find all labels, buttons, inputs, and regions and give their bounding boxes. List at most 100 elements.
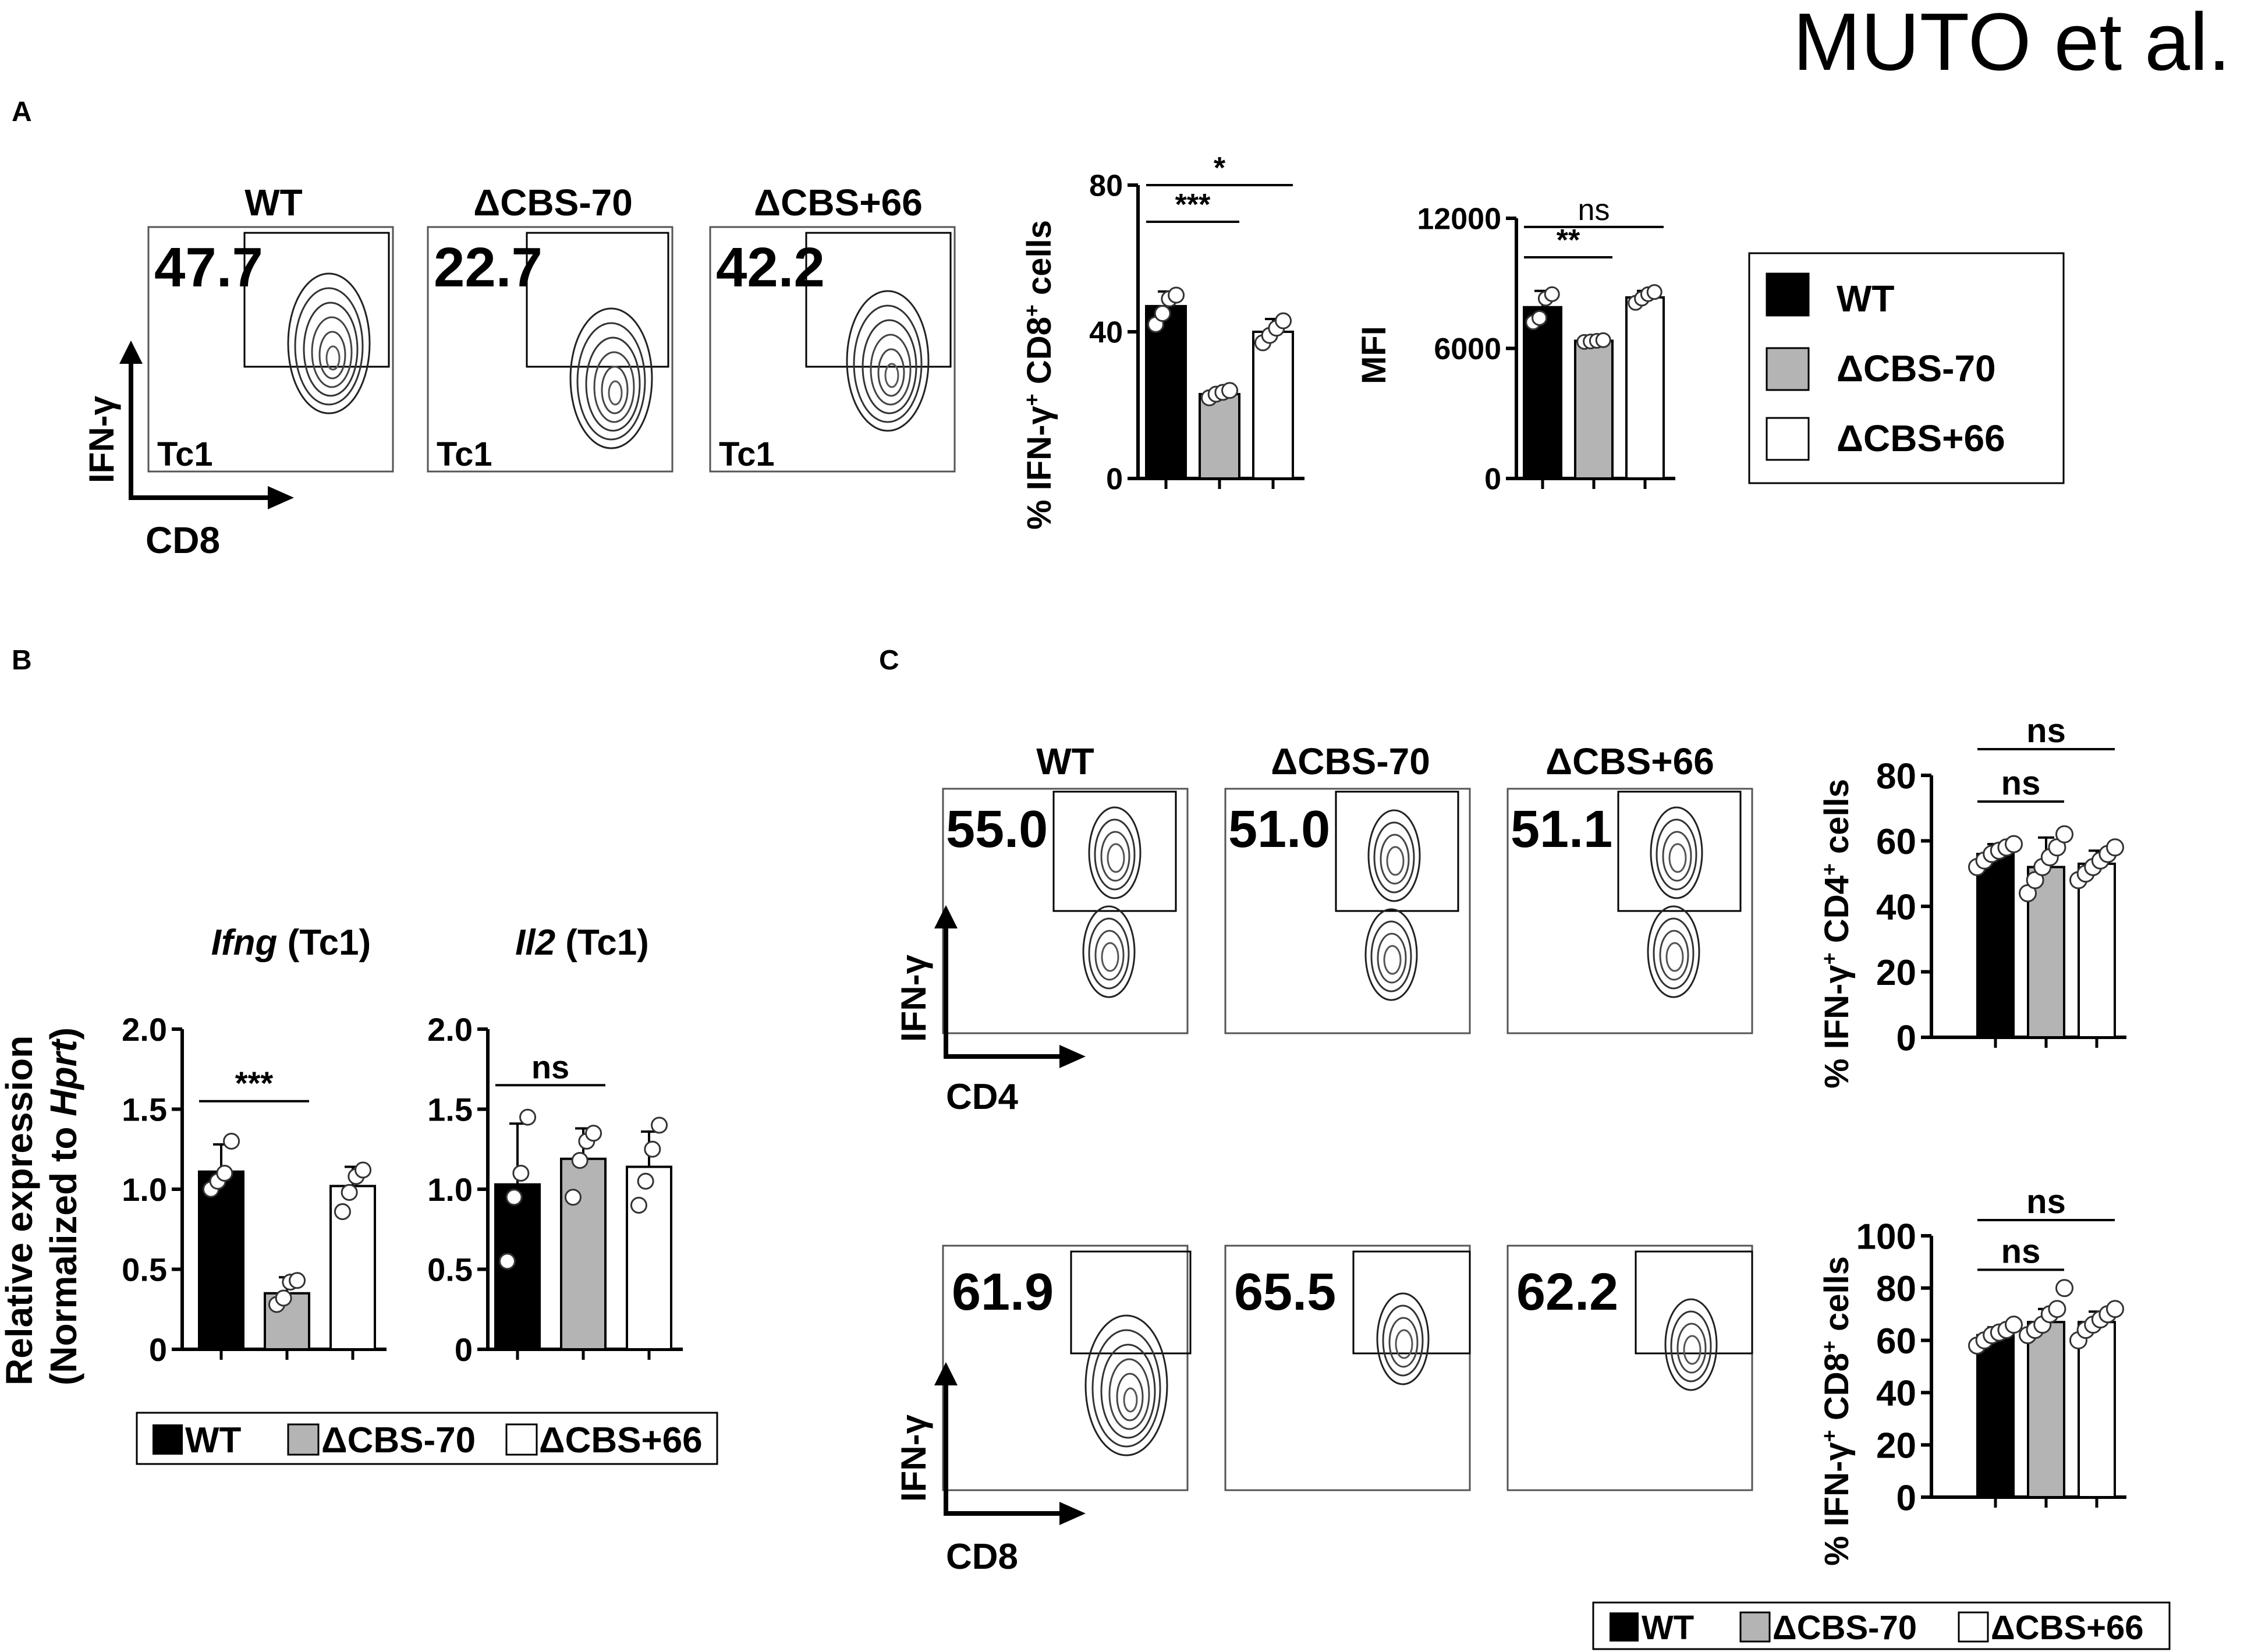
facs-a2-value: 22.7 — [434, 236, 543, 299]
chart-title-gene: Il2 — [515, 923, 555, 963]
data-point — [223, 1133, 240, 1150]
chart-title-rest: (Tc1) — [277, 923, 371, 963]
legend-b-swatch-dcbs66 — [505, 1423, 538, 1456]
panel-a-legend: WT ΔCBS-70 ΔCBS+66 — [1748, 252, 2065, 484]
data-point — [519, 1108, 537, 1126]
data-point — [216, 1165, 233, 1182]
data-point — [334, 1203, 351, 1220]
data-point — [2106, 1300, 2124, 1318]
facs-c1-title: WT — [1036, 740, 1094, 782]
facs-c4-value: 61.9 — [952, 1263, 1054, 1321]
legend-b-label-dcbs70: ΔCBS-70 — [321, 1420, 476, 1460]
significance-label: ns — [2026, 1183, 2066, 1221]
bar — [1976, 853, 2015, 1038]
y-tick-label: 40 — [1876, 1374, 1916, 1414]
facs-c2-y-arrowhead — [934, 1362, 958, 1385]
facs-c1-value: 55.0 — [946, 800, 1048, 859]
panel-label-a: A — [12, 97, 32, 127]
facs-c1-x-label: CD4 — [946, 1077, 1019, 1117]
facs-c5-gate — [1352, 1250, 1471, 1355]
y-tick-label: 1.0 — [427, 1171, 473, 1208]
panel-b-legend: WT ΔCBS-70 ΔCBS+66 — [136, 1412, 718, 1465]
data-point — [1168, 286, 1185, 304]
panel-b-ylabel-line1: Relative expression — [0, 1036, 40, 1385]
significance-label: ns — [2026, 712, 2066, 750]
legend-a-swatch-dcbs66 — [1766, 417, 1810, 461]
legend-a-label-dcbs66: ΔCBS+66 — [1837, 417, 2005, 459]
facs-c3-gate — [1617, 790, 1742, 912]
legend-a-swatch-dcbs70 — [1766, 347, 1810, 391]
data-point — [637, 1172, 654, 1190]
facs-c2-value: 51.0 — [1228, 800, 1330, 859]
facs-c2-title: ΔCBS-70 — [1271, 740, 1430, 782]
y-tick-label: 80 — [1089, 169, 1123, 203]
data-point — [630, 1197, 647, 1214]
panel-b-ylabel-prefix: (Normalized to — [42, 1116, 84, 1385]
y-tick-label: 2.0 — [122, 1011, 167, 1048]
data-point — [1646, 284, 1662, 300]
panel-b-ylabel: Relative expression (Normalized to Hprt) — [0, 1025, 84, 1385]
bar — [560, 1157, 607, 1350]
y-tick-label: 100 — [1856, 1217, 1916, 1257]
data-point — [512, 1165, 530, 1182]
significance-label: *** — [1175, 188, 1211, 222]
bar — [2027, 1321, 2065, 1498]
bar — [1523, 306, 1562, 480]
facs-a-x-label: CD8 — [146, 519, 220, 561]
panel-c-facs-row1: WT 55.0 ΔCBS-70 51.0 ΔCBS+66 51.1 IFN-γ … — [894, 740, 1753, 1117]
chart-title: Ifng (Tc1) — [211, 923, 371, 963]
facs-c1-gate — [1052, 790, 1177, 912]
y-tick-label: 1.0 — [122, 1171, 167, 1208]
y-tick-label: 2.0 — [427, 1011, 473, 1048]
bar — [1199, 393, 1240, 480]
data-point — [355, 1161, 372, 1179]
facs-a2-title: ΔCBS-70 — [473, 182, 633, 224]
facs-c3-value: 51.1 — [1511, 800, 1612, 859]
y-axis-title-part: % IFN-γ — [1818, 1442, 1856, 1566]
facs-c6-value: 62.2 — [1516, 1263, 1618, 1321]
legend-b-frame — [136, 1412, 718, 1465]
facs-a3-value: 42.2 — [716, 236, 825, 299]
facs-c6-gate — [1635, 1250, 1753, 1355]
data-point — [505, 1189, 523, 1206]
data-point — [498, 1253, 516, 1270]
significance-label: ns — [2001, 1232, 2041, 1270]
panel-label-c: C — [879, 645, 899, 676]
y-axis-title-part: % IFN-γ — [1020, 406, 1058, 530]
legend-c-swatch-dcbs66 — [1958, 1611, 1989, 1643]
panel-b-ylabel-line2: (Normalized to Hprt) — [42, 1027, 84, 1385]
legend-c-frame — [1592, 1601, 2171, 1650]
y-axis-title-superscript: + — [1817, 1341, 1841, 1353]
panel-a-facs: WT 47.7 Tc1 ΔCBS-70 22.7 Tc1 ΔCBS+66 42.… — [82, 182, 956, 561]
data-point — [651, 1116, 668, 1134]
facs-c3-title: ΔCBS+66 — [1545, 740, 1714, 782]
significance-label: ns — [1578, 193, 1610, 227]
y-axis-title: % IFN-γ+ CD8+ cells — [1817, 1256, 1856, 1566]
chart-title-rest: (Tc1) — [555, 923, 649, 963]
facs-c1-y-label: IFN-γ — [894, 954, 933, 1042]
data-point — [2005, 1316, 2023, 1334]
data-point — [1221, 382, 1239, 399]
chart-title: Il2 (Tc1) — [515, 923, 649, 963]
facs-a1-title: WT — [244, 182, 303, 224]
y-tick-label: 0 — [1896, 1478, 1916, 1518]
legend-b-swatch-wt — [153, 1424, 183, 1455]
legend-c-label-dcbs66: ΔCBS+66 — [1991, 1609, 2144, 1647]
facs-a3-tag: Tc1 — [719, 435, 775, 473]
significance-label: *** — [235, 1065, 274, 1101]
legend-a-swatch-wt — [1766, 272, 1810, 317]
author-header: MUTO et al. — [1793, 0, 2231, 87]
y-axis-title: % IFN-γ+ CD4+ cells — [1817, 779, 1856, 1089]
y-tick-label: 0 — [455, 1331, 473, 1368]
y-tick-label: 1.5 — [122, 1091, 167, 1128]
y-axis-title-part: % IFN-γ — [1818, 965, 1856, 1089]
facs-a1-value: 47.7 — [154, 236, 263, 299]
y-tick-label: 0 — [1106, 463, 1123, 497]
y-tick-label: 80 — [1876, 756, 1916, 796]
y-axis-title-superscript: + — [1817, 863, 1841, 875]
y-tick-label: 0 — [1484, 463, 1501, 497]
